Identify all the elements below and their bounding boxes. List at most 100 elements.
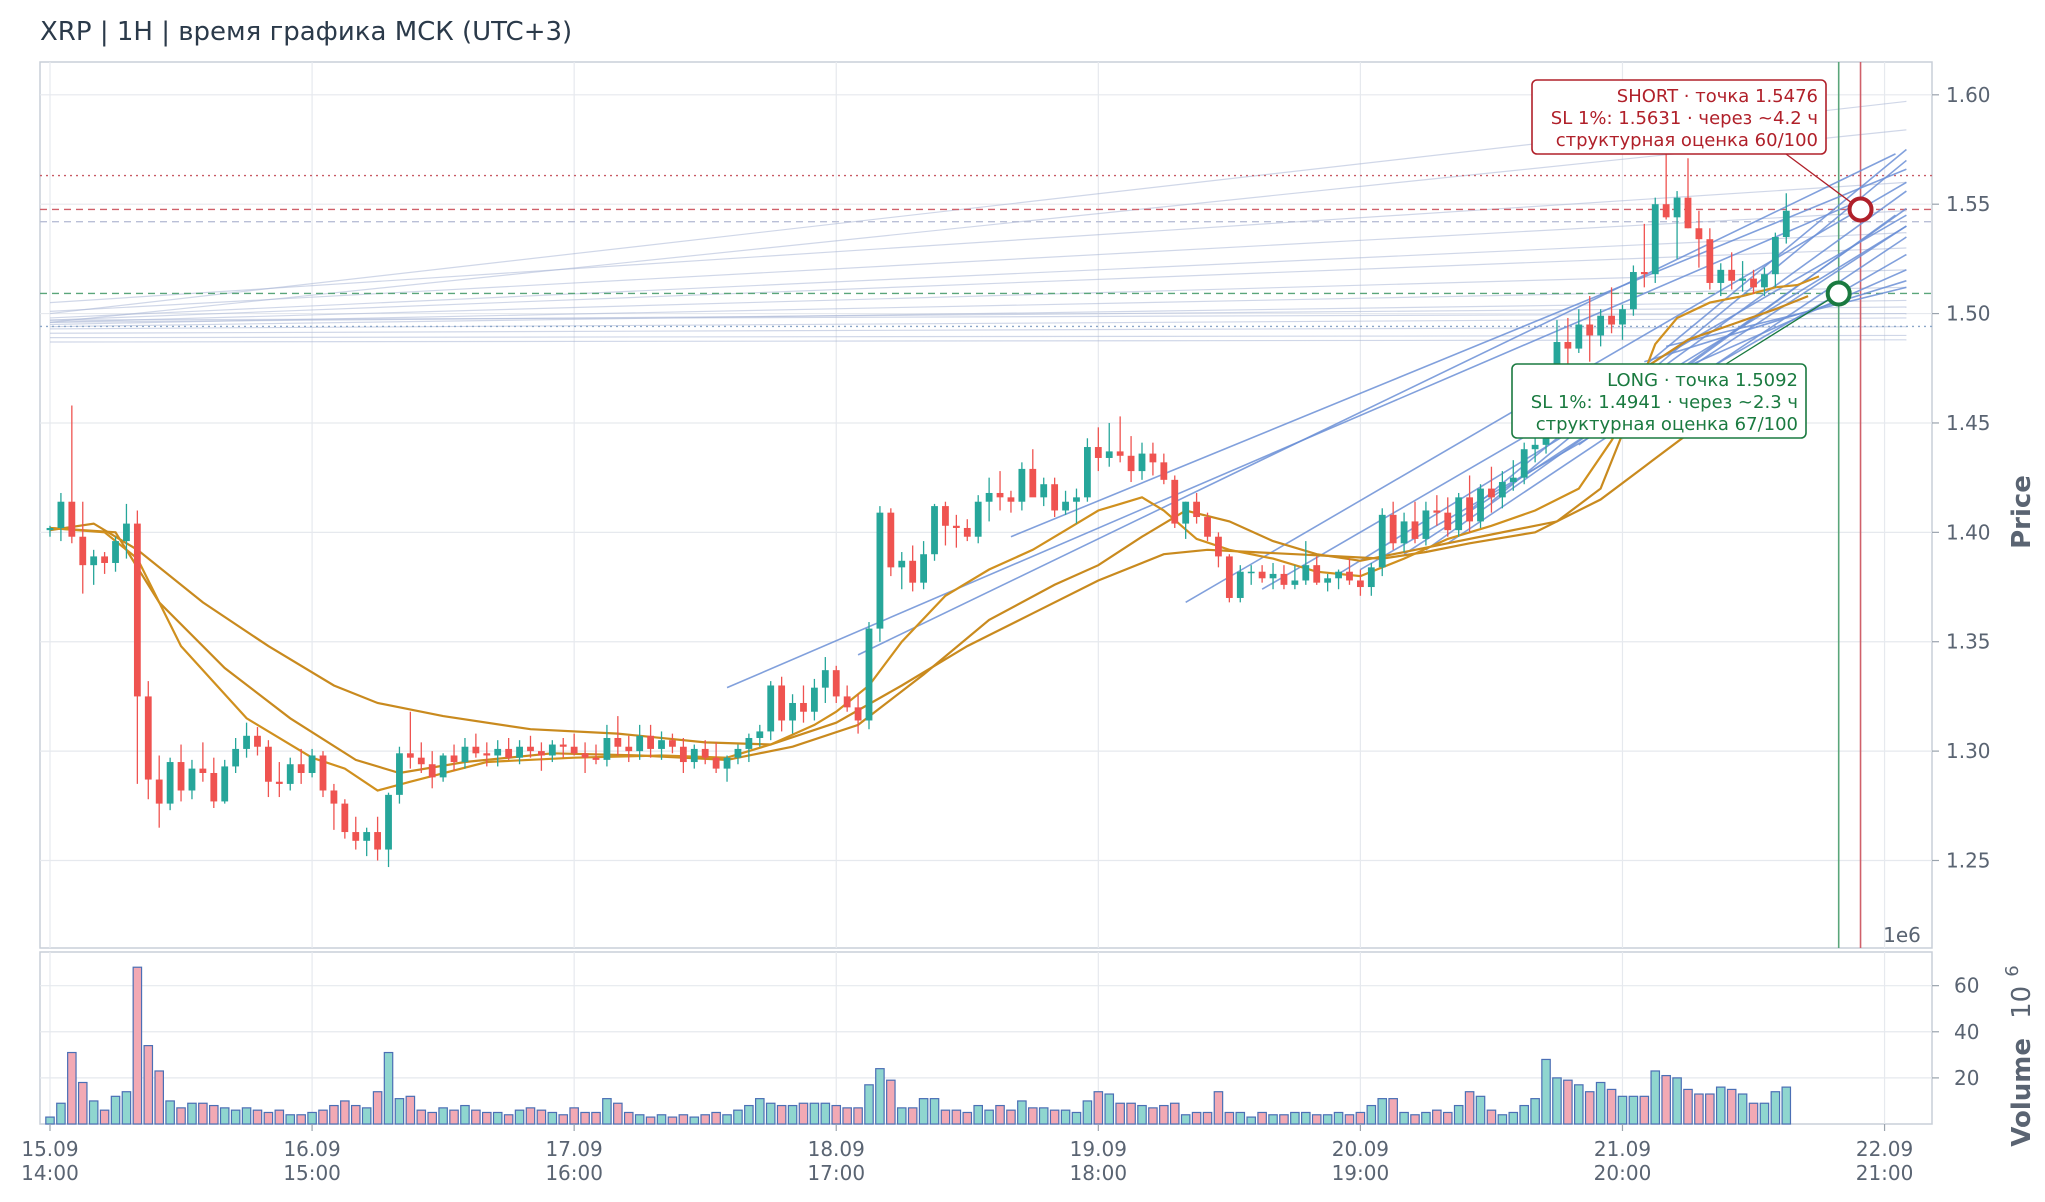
candle-body: [1215, 536, 1222, 557]
candle-body: [1400, 521, 1408, 544]
signal-connector: [1725, 292, 1840, 365]
candle-body: [636, 735, 644, 752]
price-tick-label: 1.60: [1946, 83, 1991, 107]
candle-body: [1346, 571, 1353, 581]
time-tick-time: 18:00: [1069, 1161, 1127, 1185]
candle-body: [1509, 477, 1517, 483]
volume-bar: [809, 1102, 820, 1125]
candle-body: [494, 748, 502, 756]
volume-bar: [1432, 1109, 1442, 1125]
volume-bar: [1486, 1109, 1497, 1125]
faint-trend-line: [49, 181, 1907, 304]
volume-bar: [219, 1107, 230, 1125]
volume-bar: [1344, 1114, 1355, 1125]
volume-bar: [1552, 1077, 1562, 1125]
candle-body: [1531, 444, 1539, 450]
time-tick-date: 17.09: [546, 1137, 603, 1161]
volume-bar: [45, 1116, 55, 1125]
candle-body: [483, 753, 491, 756]
volume-bar: [536, 1109, 547, 1125]
candle-body: [1477, 488, 1484, 522]
candle-body: [898, 560, 906, 568]
moving-average-ma-mid: [49, 295, 1809, 775]
volume-bar: [329, 1104, 339, 1125]
volume-bar: [1781, 1086, 1792, 1125]
volume-bar: [1410, 1114, 1420, 1125]
candle-body: [985, 492, 993, 502]
candle-body: [658, 740, 665, 749]
volume-bar: [1748, 1102, 1759, 1125]
volume-bar: [1726, 1088, 1737, 1125]
volume-bar: [591, 1111, 601, 1125]
volume-bar: [1049, 1109, 1060, 1125]
volume-tick-label: 60: [1954, 974, 1979, 998]
volume-bar: [918, 1098, 929, 1125]
candle-body: [1488, 488, 1495, 498]
price-axis-label: Price: [2007, 475, 2037, 549]
candle-body: [712, 757, 720, 769]
volume-bar: [613, 1102, 623, 1125]
candle-body: [352, 832, 360, 841]
time-tick-time: 20:00: [1594, 1161, 1652, 1185]
volume-bar: [1104, 1093, 1115, 1125]
volume-bar: [700, 1114, 710, 1125]
candle-body: [243, 735, 250, 749]
candle-body: [461, 746, 469, 763]
candle-body: [974, 501, 982, 537]
volume-axis-label: Volume: [2007, 1038, 2037, 1147]
candle-body: [538, 751, 545, 756]
volume-bar: [438, 1107, 448, 1125]
volume-bar: [951, 1109, 962, 1125]
faint-trend-line: [49, 210, 1907, 312]
volume-tick-label: 20: [1954, 1066, 1979, 1090]
signal-text: SL 1%: 1.5631 · через ~4.2 ч: [1551, 108, 1818, 129]
candle-body: [1007, 497, 1015, 502]
volume-bar: [67, 1051, 77, 1125]
candle-body: [1619, 309, 1626, 325]
volume-axis-label-group: Volume 10 6: [2002, 965, 2037, 1146]
volume-bar: [1115, 1102, 1125, 1125]
candle-body: [68, 501, 76, 537]
candle-body: [734, 748, 742, 758]
volume-bar: [984, 1109, 994, 1125]
candle-body: [1018, 468, 1026, 502]
candle-body: [1236, 571, 1244, 598]
candle-body: [942, 506, 949, 526]
volume-bar: [896, 1107, 907, 1125]
price-tick-label: 1.45: [1946, 411, 1991, 435]
candle-body: [1247, 571, 1255, 574]
volume-bar: [689, 1116, 700, 1125]
candle-body: [1684, 197, 1692, 229]
candle-body: [363, 832, 371, 841]
volume-bar: [1191, 1111, 1202, 1125]
volume-bar: [634, 1114, 645, 1125]
candle-body: [1378, 514, 1386, 568]
volume-bar: [1017, 1100, 1027, 1125]
volume-bar: [132, 966, 143, 1125]
volume-bar: [1388, 1098, 1398, 1125]
volume-bar: [1268, 1114, 1278, 1125]
volume-bar: [1235, 1111, 1246, 1125]
volume-bar: [1759, 1102, 1770, 1125]
candle-body: [1357, 580, 1364, 588]
time-tick-date: 16.09: [283, 1137, 340, 1161]
volume-bar: [1148, 1107, 1158, 1125]
volume-bar: [1082, 1100, 1093, 1125]
candle-body: [1750, 278, 1757, 288]
candle-body: [1094, 447, 1102, 458]
candle-body: [1073, 497, 1080, 502]
price-tick-label: 1.30: [1946, 739, 1991, 763]
volume-axis-unit: 10: [2007, 986, 2037, 1019]
candle-body: [1204, 517, 1211, 537]
volume-bar: [1650, 1070, 1661, 1125]
price-tick-label: 1.40: [1946, 520, 1991, 544]
volume-bar: [602, 1098, 612, 1125]
volume-bar: [722, 1114, 732, 1125]
candle-body: [1640, 272, 1648, 275]
volume-bar: [1475, 1095, 1486, 1125]
candle-body: [1291, 580, 1299, 585]
candle-body: [723, 757, 731, 769]
volume-bar: [372, 1091, 383, 1125]
